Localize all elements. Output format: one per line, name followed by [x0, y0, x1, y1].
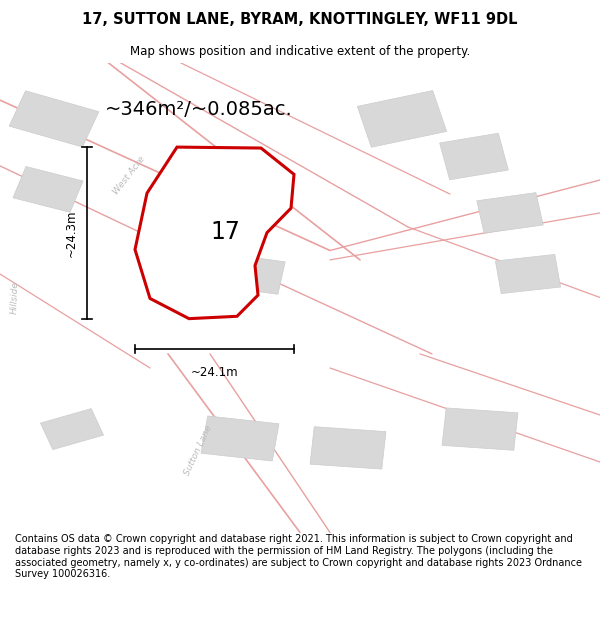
Polygon shape: [496, 254, 560, 294]
Text: Map shows position and indicative extent of the property.: Map shows position and indicative extent…: [130, 45, 470, 58]
Text: 17: 17: [210, 220, 240, 244]
Polygon shape: [201, 416, 279, 461]
Polygon shape: [310, 427, 386, 469]
Polygon shape: [442, 408, 518, 450]
Text: ~346m²/~0.085ac.: ~346m²/~0.085ac.: [105, 100, 293, 119]
Text: 17, SUTTON LANE, BYRAM, KNOTTINGLEY, WF11 9DL: 17, SUTTON LANE, BYRAM, KNOTTINGLEY, WF1…: [82, 12, 518, 28]
Polygon shape: [13, 166, 83, 212]
Polygon shape: [440, 133, 508, 180]
Polygon shape: [135, 147, 294, 319]
Polygon shape: [358, 91, 446, 148]
Text: Sutton Lane: Sutton Lane: [182, 424, 214, 477]
Text: West Acre: West Acre: [112, 154, 146, 196]
Text: ~24.3m: ~24.3m: [65, 209, 78, 257]
Polygon shape: [477, 192, 543, 233]
Polygon shape: [9, 91, 99, 147]
Text: Contains OS data © Crown copyright and database right 2021. This information is : Contains OS data © Crown copyright and d…: [15, 534, 582, 579]
Text: Hillside: Hillside: [10, 281, 20, 314]
Text: ~24.1m: ~24.1m: [190, 366, 238, 379]
Polygon shape: [219, 254, 285, 294]
Polygon shape: [40, 409, 104, 449]
